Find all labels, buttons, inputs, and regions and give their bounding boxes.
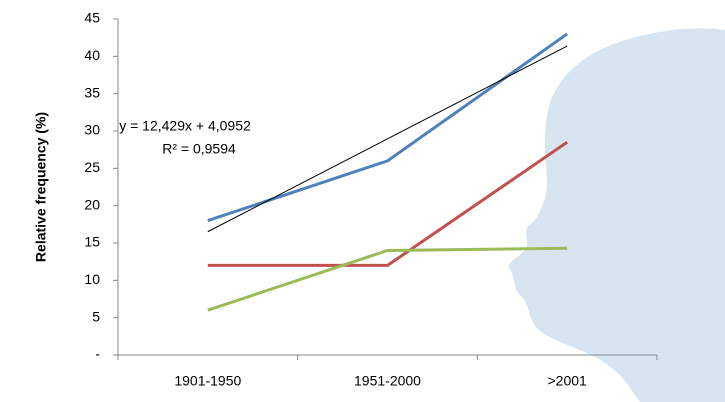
head-silhouette — [508, 28, 725, 402]
trend-equation: y = 12,429x + 4,0952 — [119, 118, 251, 134]
y-tick-label: 10 — [84, 271, 100, 287]
x-tick-label: >2001 — [548, 373, 588, 389]
y-tick-label: 30 — [84, 122, 100, 138]
series-line — [207, 246, 568, 312]
y-tick-label: 5 — [92, 308, 100, 324]
y-tick-label: 45 — [84, 10, 100, 26]
trend-r-squared: R² = 0,9594 — [162, 141, 236, 157]
x-tick-label: 1951-2000 — [354, 373, 421, 389]
y-tick-label: 20 — [84, 196, 100, 212]
series-line — [207, 140, 569, 267]
y-axis-label: Relative frequency (%) — [33, 112, 49, 262]
y-tick-label: 25 — [84, 159, 100, 175]
series-line — [207, 32, 569, 223]
y-tick-label: 35 — [84, 84, 100, 100]
y-tick-label: - — [95, 346, 100, 362]
trendline — [207, 45, 568, 233]
y-tick-label: 40 — [84, 47, 100, 63]
y-tick-label: 15 — [84, 234, 100, 250]
x-tick-label: 1901-1950 — [174, 373, 241, 389]
